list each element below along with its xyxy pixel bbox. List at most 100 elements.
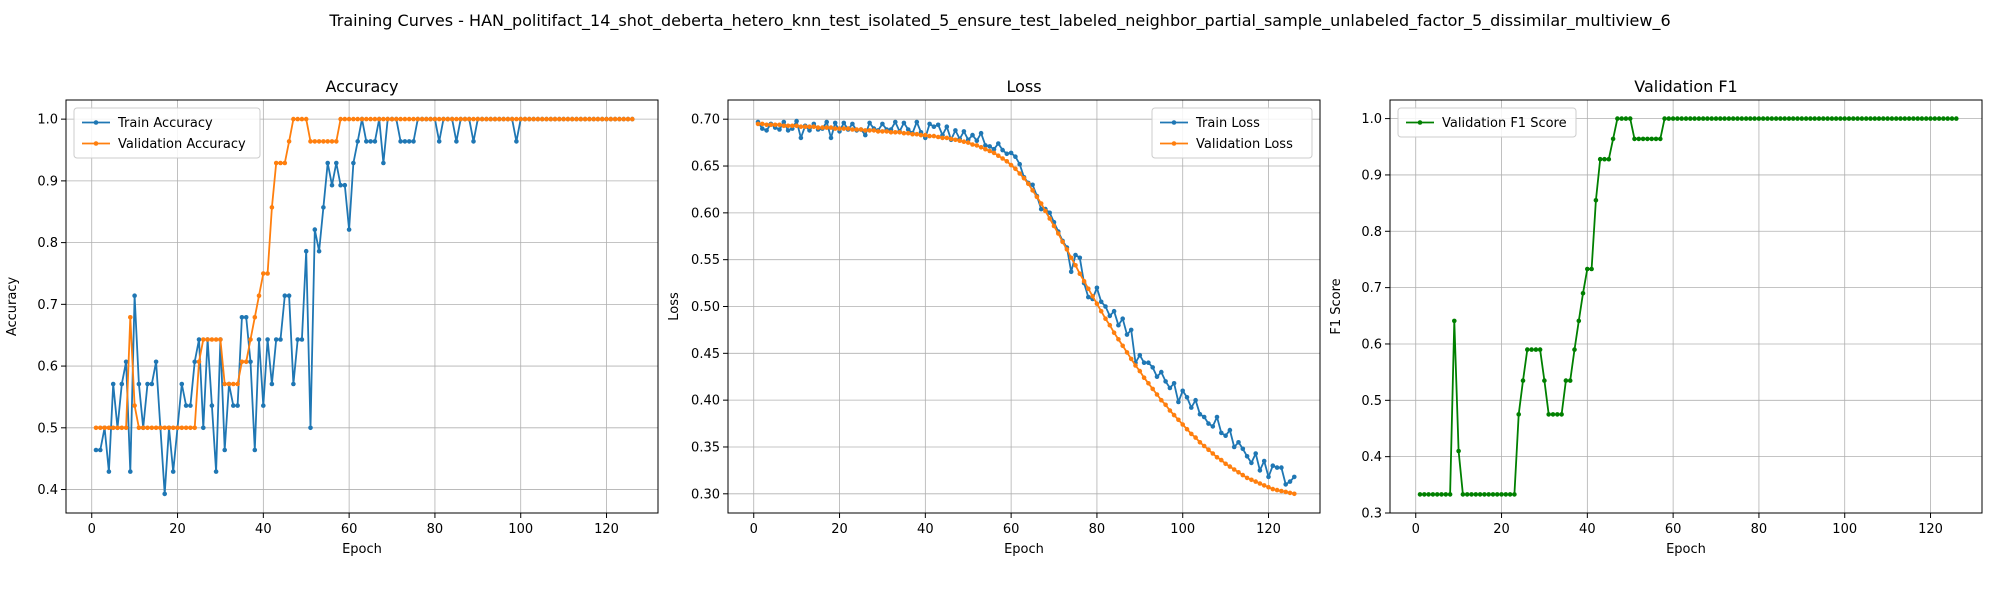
validation-f1-score-point [1542,378,1547,383]
validation-loss-point [996,153,1001,158]
validation-loss-point [940,135,945,141]
x-tick-label: 80 [1089,522,1106,537]
validation-accuracy-point [256,293,262,299]
validation-f1-score-point [1773,116,1779,121]
validation-f1-score-point [1507,492,1513,497]
validation-accuracy-point [128,315,133,320]
validation-accuracy-point [406,116,412,122]
train-loss-line [757,120,1295,486]
validation-loss-point [953,137,958,143]
validation-accuracy-point [145,425,150,431]
train-accuracy-point [222,447,227,453]
validation-loss-point [1214,455,1220,460]
validation-f1-score-point [1863,116,1869,121]
validation-accuracy-point [119,425,125,431]
validation-f1-score-point [1512,492,1517,497]
validation-accuracy-point [475,116,481,122]
validation-f1-score-point [1713,116,1719,121]
validation-loss-point [893,130,898,135]
train-loss-point [1249,460,1254,466]
y-tick-label: 0.50 [691,300,720,315]
train-accuracy-point [119,381,125,387]
x-tick-label: 100 [508,522,533,537]
validation-loss-point [1000,156,1005,161]
validation-accuracy-point [548,116,554,122]
validation-f1-score-point [1700,116,1706,121]
validation-f1-score-point [1666,116,1672,121]
validation-loss-point [1098,308,1104,314]
validation-f1-score-point [1889,116,1895,121]
validation-loss-point [1231,467,1237,472]
validation-f1-score-point [1915,116,1920,121]
legend-box [73,107,261,159]
validation-f1-score-point [1919,116,1925,121]
train-accuracy-point [514,139,519,144]
validation-loss-point [807,124,812,129]
x-tick-label: 80 [1751,522,1768,537]
validation-loss-point [1107,322,1113,328]
train-loss-point [760,126,765,131]
validation-f1-score-point [1868,116,1873,121]
validation-accuracy-point [492,116,498,122]
validation-loss-point [1201,443,1207,449]
validation-accuracy-point [291,116,296,122]
validation-loss-point [961,139,967,144]
validation-accuracy-point [381,116,386,122]
train-loss-point [1137,352,1143,358]
train-accuracy-point [162,491,167,497]
train-accuracy-point [132,293,137,299]
train-loss-point [828,135,834,141]
validation-accuracy-point [599,116,605,122]
validation-f1-score-point [1911,116,1916,121]
validation-loss-point [1249,477,1254,483]
validation-loss-point [811,124,817,129]
legend-box [1151,107,1313,159]
train-loss-point [996,141,1001,146]
validation-accuracy-point [402,116,408,122]
train-accuracy-point [372,139,378,144]
validation-loss-point [974,143,980,148]
train-loss-point [824,119,829,125]
validation-loss-point [845,126,851,131]
validation-loss-point [841,126,847,131]
validation-accuracy-point [574,116,579,122]
validation-loss-point [854,127,859,132]
train-loss-point [961,129,967,134]
train-loss-point [1150,365,1155,370]
train-accuracy-point [106,469,112,474]
train-accuracy-point [454,139,459,144]
chart-panels: 0 20 40 60 80 100 120 0.4 0.5 0.6 0.7 0.8 0.9 1.0 Accu… [5,77,1983,557]
validation-f1-score-point [1838,116,1843,121]
validation-f1-score-point [1859,116,1865,121]
train-accuracy-point [351,160,356,166]
validation-loss-point [923,132,928,138]
validation-accuracy-point [398,116,403,122]
validation-loss-point [987,148,992,154]
train-loss-point [1146,360,1151,366]
train-accuracy-point [243,315,249,320]
validation-loss-point [820,125,825,130]
train-loss-point [1176,399,1181,405]
validation-loss-point [1287,490,1293,496]
validation-loss-point [1086,286,1091,292]
validation-accuracy-point [218,337,223,342]
train-accuracy-point [213,469,219,474]
validation-loss-point [905,130,911,136]
validation-f1-score-point [1550,412,1556,417]
train-accuracy-point [261,403,266,408]
train-accuracy-point [321,205,326,210]
train-loss-point [1116,322,1121,328]
train-accuracy-point [342,182,348,188]
chart-title: Accuracy [325,77,398,96]
train-loss-point [1253,451,1258,456]
validation-accuracy-point [334,139,339,144]
validation-accuracy-point [269,205,275,210]
validation-accuracy-point [106,425,112,431]
train-loss-point [777,127,782,132]
validation-accuracy-point [192,425,197,431]
validation-loss-point [794,123,799,129]
validation-f1-score-point [1855,116,1860,121]
y-tick-label: 0.5 [1361,394,1382,409]
validation-accuracy-point [115,425,120,431]
validation-loss-point [1266,484,1271,490]
